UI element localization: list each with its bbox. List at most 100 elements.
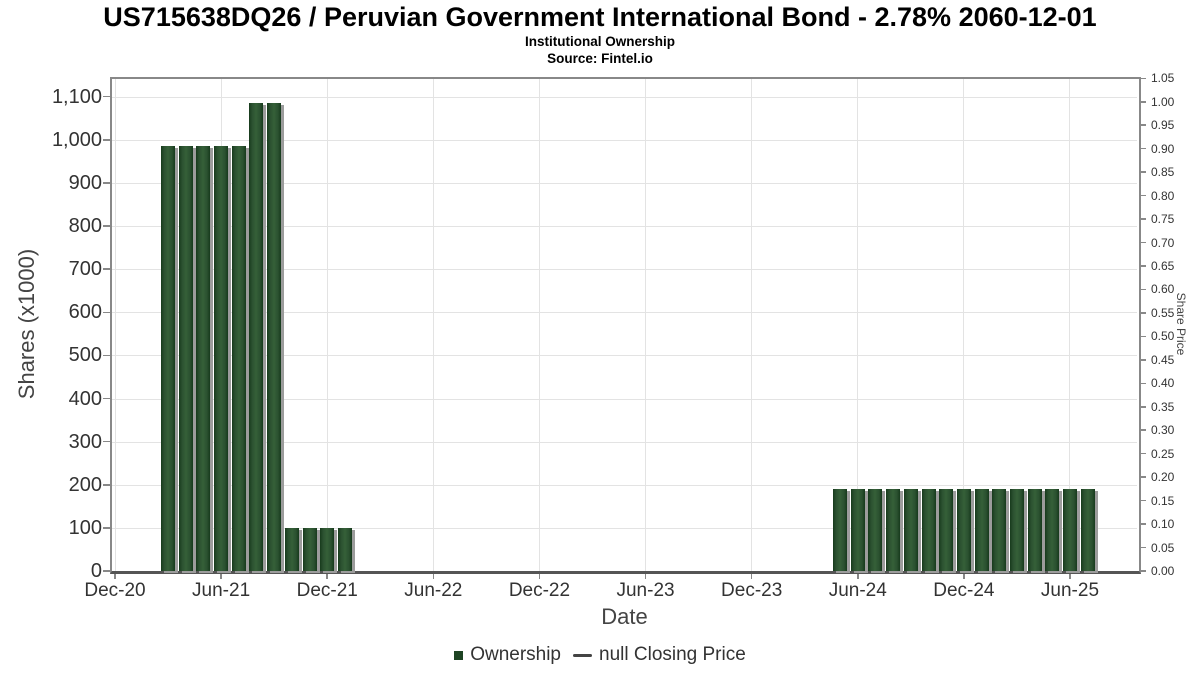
ownership-bar[interactable] bbox=[284, 527, 299, 571]
ownership-bar[interactable] bbox=[992, 489, 1007, 571]
vertical-gridline bbox=[114, 79, 116, 571]
ownership-bar[interactable] bbox=[903, 489, 918, 571]
chart-source: Source: Fintel.io bbox=[547, 51, 653, 66]
ownership-bar[interactable] bbox=[214, 146, 229, 571]
ownership-bar[interactable] bbox=[267, 103, 282, 571]
y-left-tick-mark bbox=[103, 570, 110, 572]
legend-item-ownership[interactable]: Ownership bbox=[454, 644, 561, 666]
y-right-tick-label: 0.90 bbox=[1151, 141, 1175, 156]
ownership-bar[interactable] bbox=[337, 527, 352, 571]
ownership-bar[interactable] bbox=[196, 146, 211, 571]
legend-item-closing-price[interactable]: null Closing Price bbox=[573, 644, 746, 666]
ownership-bar[interactable] bbox=[939, 489, 954, 571]
y-right-tick-label: 0.35 bbox=[1151, 399, 1175, 414]
x-tick-label: Dec-22 bbox=[508, 580, 571, 601]
ownership-bar[interactable] bbox=[320, 527, 335, 571]
y-left-tick-label: 900 bbox=[68, 171, 102, 194]
y-left-tick-label: 400 bbox=[68, 387, 102, 410]
x-tick-label: Dec-24 bbox=[933, 580, 995, 601]
horizontal-gridline bbox=[112, 312, 1137, 314]
y-right-tick-mark bbox=[1140, 546, 1146, 549]
y-right-tick-label: 1.05 bbox=[1151, 71, 1175, 86]
y-left-tick-label: 1,100 bbox=[51, 85, 102, 108]
y-right-tick-mark bbox=[1140, 499, 1146, 502]
y-right-tick-label: 0.65 bbox=[1151, 258, 1175, 273]
horizontal-gridline bbox=[112, 355, 1137, 357]
ownership-series-marker-icon bbox=[454, 650, 464, 660]
legend: Ownership null Closing Price bbox=[0, 644, 1200, 666]
y-right-tick-label: 0.95 bbox=[1151, 118, 1175, 133]
vertical-gridline bbox=[1069, 79, 1071, 571]
y-left-tick-mark bbox=[103, 354, 110, 357]
ownership-bar[interactable] bbox=[833, 489, 848, 571]
y-left-tick-label: 500 bbox=[68, 344, 102, 367]
x-tick-label: Dec-23 bbox=[721, 580, 783, 601]
horizontal-gridline bbox=[112, 398, 1137, 400]
horizontal-gridline bbox=[112, 139, 1137, 141]
ownership-bar[interactable] bbox=[886, 489, 901, 571]
y-right-tick-mark bbox=[1140, 335, 1146, 338]
vertical-gridline bbox=[963, 79, 965, 571]
ownership-bar[interactable] bbox=[1062, 489, 1077, 571]
x-tick-label: Jun-21 bbox=[192, 580, 251, 601]
ownership-bar[interactable] bbox=[302, 527, 317, 571]
y-right-tick-label: 0.40 bbox=[1151, 376, 1175, 391]
horizontal-gridline bbox=[112, 182, 1137, 184]
y-right-tick-label: 0.60 bbox=[1151, 282, 1175, 297]
y-left-tick-mark bbox=[103, 484, 110, 486]
y-left-tick-label: 100 bbox=[68, 516, 102, 539]
y-right-tick-mark bbox=[1140, 359, 1146, 361]
y-left-tick-mark bbox=[103, 225, 110, 227]
ownership-bar[interactable] bbox=[1027, 489, 1042, 571]
ownership-bar[interactable] bbox=[231, 146, 246, 571]
ownership-bar[interactable] bbox=[850, 489, 865, 571]
chart-subtitle: Institutional Ownership bbox=[524, 34, 675, 49]
ownership-bar[interactable] bbox=[921, 489, 936, 571]
y-left-tick-mark bbox=[103, 182, 110, 184]
x-tick-label: Jun-23 bbox=[616, 580, 675, 601]
y-left-tick-label: 700 bbox=[68, 258, 102, 281]
ownership-bar[interactable] bbox=[1080, 489, 1095, 571]
y-left-tick-mark bbox=[103, 268, 110, 270]
vertical-gridline bbox=[857, 79, 859, 571]
y-right-tick-mark bbox=[1140, 241, 1146, 244]
y-right-tick-mark bbox=[1140, 265, 1146, 267]
ownership-bar[interactable] bbox=[178, 146, 193, 571]
y-right-tick-mark bbox=[1140, 194, 1146, 197]
ownership-bar[interactable] bbox=[161, 146, 176, 571]
ownership-bar[interactable] bbox=[956, 489, 971, 571]
y-right-tick-label: 1.00 bbox=[1151, 94, 1175, 109]
vertical-gridline bbox=[645, 79, 647, 571]
y-right-tick-mark bbox=[1140, 288, 1146, 291]
y-axis-label-share-price: Share Price bbox=[1174, 292, 1188, 356]
y-right-tick-label: 0.55 bbox=[1151, 305, 1175, 320]
ownership-bar[interactable] bbox=[1045, 489, 1060, 571]
ownership-bar[interactable] bbox=[974, 489, 989, 571]
y-right-tick-label: 0.80 bbox=[1151, 188, 1175, 203]
vertical-gridline bbox=[326, 79, 328, 571]
y-right-tick-mark bbox=[1140, 523, 1146, 525]
chart-title: US715638DQ26 / Peruvian Government Inter… bbox=[103, 2, 1097, 32]
y-right-tick-label: 0.15 bbox=[1151, 493, 1175, 508]
ownership-bar[interactable] bbox=[1009, 489, 1024, 571]
x-tick-label: Jun-24 bbox=[828, 580, 887, 601]
y-right-tick-mark bbox=[1140, 147, 1146, 150]
y-right-tick-label: 0.50 bbox=[1151, 329, 1175, 344]
y-right-tick-label: 0.20 bbox=[1151, 470, 1175, 485]
y-right-tick-label: 0.45 bbox=[1151, 352, 1175, 367]
y-left-tick-mark bbox=[103, 440, 110, 443]
y-left-tick-label: 600 bbox=[68, 301, 102, 324]
closing-price-series-marker-icon bbox=[573, 653, 593, 657]
y-right-tick-mark bbox=[1140, 429, 1146, 431]
y-left-tick-label: 0 bbox=[90, 560, 102, 582]
horizontal-gridline bbox=[112, 96, 1137, 98]
x-tick-mark bbox=[644, 574, 647, 579]
ownership-bar[interactable] bbox=[249, 103, 264, 571]
vertical-gridline bbox=[538, 79, 540, 571]
x-tick-label: Jun-22 bbox=[404, 580, 463, 601]
x-tick-mark bbox=[220, 574, 222, 579]
y-right-tick-label: 0.30 bbox=[1151, 423, 1175, 438]
y-right-tick-mark bbox=[1140, 382, 1146, 385]
ownership-bar[interactable] bbox=[868, 489, 883, 571]
